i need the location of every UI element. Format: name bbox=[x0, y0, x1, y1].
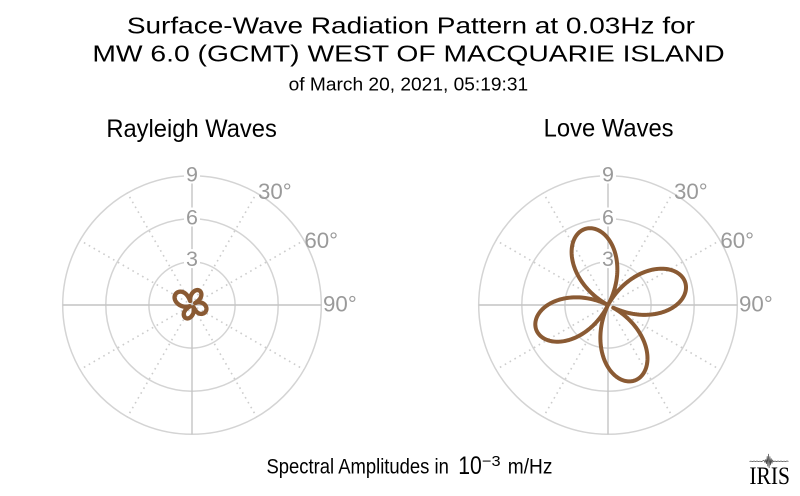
svg-text:60°: 60° bbox=[304, 228, 338, 253]
svg-text:IRIS: IRIS bbox=[749, 463, 790, 491]
svg-text:10: 10 bbox=[458, 451, 482, 479]
svg-text:3: 3 bbox=[186, 247, 198, 271]
svg-text:30°: 30° bbox=[258, 179, 292, 204]
svg-text:9: 9 bbox=[602, 162, 614, 186]
svg-text:Spectral Amplitudes in: Spectral Amplitudes in bbox=[267, 455, 449, 479]
svg-text:90°: 90° bbox=[739, 292, 773, 317]
svg-text:Rayleigh Waves: Rayleigh Waves bbox=[106, 115, 277, 143]
svg-text:Surface-Wave Radiation Pattern: Surface-Wave Radiation Pattern at 0.03Hz… bbox=[127, 14, 696, 39]
svg-text:6: 6 bbox=[602, 205, 614, 229]
svg-text:−3: −3 bbox=[482, 454, 501, 470]
svg-text:60°: 60° bbox=[720, 228, 754, 253]
svg-text:MW 6.0 (GCMT) WEST OF MACQUARI: MW 6.0 (GCMT) WEST OF MACQUARIE ISLAND bbox=[92, 42, 724, 67]
svg-text:6: 6 bbox=[186, 205, 198, 229]
svg-text:30°: 30° bbox=[674, 179, 708, 204]
svg-text:3: 3 bbox=[602, 247, 614, 271]
svg-text:of March 20, 2021, 05:19:31: of March 20, 2021, 05:19:31 bbox=[289, 74, 529, 95]
svg-text:90°: 90° bbox=[323, 292, 357, 317]
svg-text:Love Waves: Love Waves bbox=[544, 115, 674, 143]
svg-text:9: 9 bbox=[186, 162, 198, 186]
svg-text:m/Hz: m/Hz bbox=[508, 456, 553, 479]
